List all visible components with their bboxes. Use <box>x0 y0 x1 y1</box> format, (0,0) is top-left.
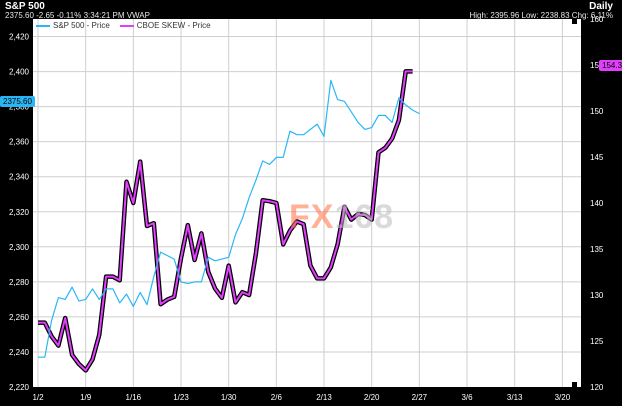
x-tick-label: 2/6 <box>271 393 283 402</box>
grid-lines <box>33 19 581 387</box>
chart-title: S&P 500 <box>5 1 45 12</box>
period-label: Daily <box>589 1 613 12</box>
x-tick-label: 1/30 <box>221 393 237 402</box>
right-tick-label: 160 <box>590 15 604 24</box>
right-tick-label: 125 <box>590 337 604 346</box>
left-tick-label: 2,240 <box>9 348 30 357</box>
x-tick-label: 3/13 <box>507 393 523 402</box>
skew-last-price-tag: 154.34 <box>599 60 622 71</box>
series-layer <box>38 69 420 373</box>
x-tick-label: 2/20 <box>364 393 380 402</box>
left-tick-label: 2,400 <box>9 68 30 77</box>
legend-label-sp500: S&P 500 - Price <box>53 21 110 30</box>
x-tick-label: 2/13 <box>316 393 332 402</box>
left-tick-label: 2,280 <box>9 278 30 287</box>
left-tick-label: 2,340 <box>9 173 30 182</box>
right-tick-label: 155 <box>590 61 604 70</box>
left-tick-label: 2,300 <box>9 243 30 252</box>
left-tick-label: 2,420 <box>9 33 30 42</box>
x-tick-label: 1/2 <box>32 393 44 402</box>
watermark-num: 168 <box>334 198 395 236</box>
x-tick-label: 3/6 <box>461 393 473 402</box>
chart-legend: S&P 500 - Price CBOE SKEW - Price <box>36 21 211 30</box>
legend-label-skew: CBOE SKEW - Price <box>136 21 211 30</box>
left-tick-label: 2,220 <box>9 383 30 392</box>
x-axis-ticks: 1/2 1/9 1/16 1/23 1/30 2/6 2/13 2/20 2/27 3/6 3/13… <box>32 393 570 402</box>
right-tick-label: 130 <box>590 291 604 300</box>
plot-corner-marker-bottom <box>572 382 577 387</box>
right-axis-ticks: 120 125 130 135 140 145 150 155 160 <box>590 15 604 392</box>
watermark-fx: FX <box>289 198 335 236</box>
right-tick-label: 120 <box>590 383 604 392</box>
skew-series-line <box>38 70 413 372</box>
legend-item-skew: CBOE SKEW - Price <box>119 21 211 30</box>
watermark-logo: FX168 <box>289 198 394 237</box>
legend-swatch-sp500 <box>36 24 50 27</box>
x-tick-label: 3/20 <box>555 393 571 402</box>
right-tick-label: 145 <box>590 153 604 162</box>
sp500-last-price-tag: 2375.60 <box>0 96 35 107</box>
x-tick-label: 1/9 <box>80 393 92 402</box>
quote-line: 2375.60 -2.65 -0.11% 3:34:21 PM VWAP <box>5 11 150 20</box>
legend-item-sp500: S&P 500 - Price <box>36 21 110 30</box>
x-tick-label: 1/23 <box>173 393 189 402</box>
legend-swatch-skew <box>119 24 134 27</box>
plot-corner-marker-top <box>572 19 577 24</box>
left-tick-label: 2,380 <box>9 103 30 112</box>
stats-line: High: 2395.96 Low: 2238.83 Chg: 6.11% <box>469 11 613 20</box>
left-tick-label: 2,260 <box>9 313 30 322</box>
left-axis-ticks: 2,220 2,240 2,260 2,280 2,300 2,320 2,340 2,360… <box>9 33 30 392</box>
left-tick-label: 2,360 <box>9 138 30 147</box>
sp500-series-line <box>38 79 420 358</box>
right-tick-label: 150 <box>590 107 604 116</box>
right-tick-label: 140 <box>590 199 604 208</box>
x-tick-label: 1/16 <box>126 393 142 402</box>
left-tick-label: 2,320 <box>9 208 30 217</box>
x-tick-label: 2/27 <box>412 393 428 402</box>
right-tick-label: 135 <box>590 245 604 254</box>
